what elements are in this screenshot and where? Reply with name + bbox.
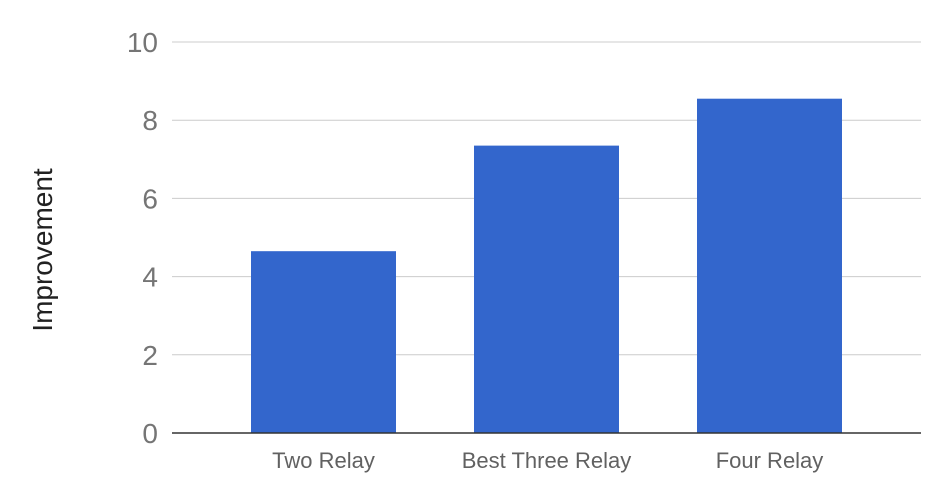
y-tick-label-2: 2	[142, 340, 158, 371]
bar-four-relay	[697, 98, 842, 433]
bar-two-relay	[251, 251, 396, 433]
bars	[251, 98, 842, 434]
y-tick-labels: 0 2 4 6 8 10	[127, 27, 158, 449]
y-tick-label-10: 10	[127, 27, 158, 58]
bar-best-three-relay	[474, 145, 619, 434]
y-tick-label-4: 4	[142, 262, 158, 293]
x-tick-label-four-relay: Four Relay	[716, 448, 824, 473]
x-tick-label-best-three-relay: Best Three Relay	[462, 448, 632, 473]
y-tick-label-8: 8	[142, 105, 158, 136]
y-tick-label-6: 6	[142, 183, 158, 214]
y-axis-title: Improvement	[27, 168, 58, 332]
x-tick-labels: Two Relay Best Three Relay Four Relay	[272, 448, 823, 473]
x-tick-label-two-relay: Two Relay	[272, 448, 375, 473]
y-tick-label-0: 0	[142, 418, 158, 449]
